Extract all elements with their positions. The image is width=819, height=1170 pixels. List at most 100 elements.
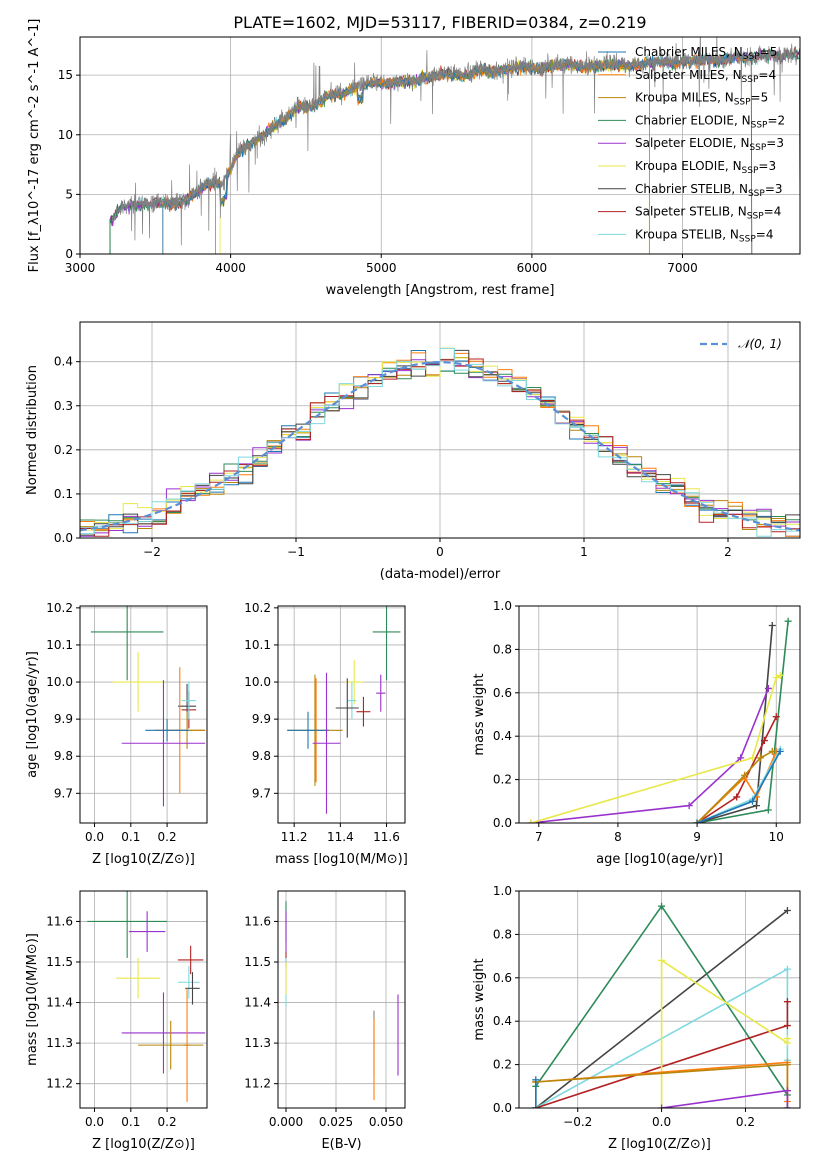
errorbar-point	[90, 606, 164, 681]
weight-series-marker	[693, 819, 701, 823]
weight-series-marker	[764, 806, 772, 814]
legend-model-name: Chabrier STELIB	[635, 182, 731, 196]
plot-weight_vs_age: 7 8 9 10 0.0 0.2 0.4 0.6 0.8 1.0 age [log10(age/yr…	[472, 599, 801, 867]
weight-series-marker	[783, 1035, 791, 1043]
weight-series-marker	[733, 793, 741, 801]
x-tick-label: 7000	[667, 261, 698, 275]
weight-series-line	[696, 625, 774, 823]
plot-area	[532, 902, 791, 1108]
legend-eq: =	[758, 159, 768, 173]
weight-series-marker	[784, 617, 792, 625]
legend-eq: =	[758, 68, 768, 82]
x-tick-label: 11.2	[281, 830, 308, 844]
x-tick-label: −0.2	[563, 1115, 592, 1129]
errorbar-point	[356, 696, 371, 727]
legend-model-name: Chabrier ELODIE	[635, 113, 734, 127]
y-tick-label: 10	[58, 128, 73, 142]
legend-eq: =	[760, 45, 770, 59]
x-tick-label: 0.000	[269, 1115, 303, 1129]
weight-series-marker	[768, 747, 776, 755]
weight-series-line	[530, 674, 781, 823]
weight-series-marker	[752, 802, 760, 810]
plot-area	[90, 606, 206, 807]
y-tick-label: 11.2	[46, 1077, 73, 1091]
y-tick-label: 0.4	[493, 729, 512, 743]
weight-series-marker	[776, 671, 784, 679]
x-tick-label: 2	[724, 545, 732, 559]
weight-series-line	[660, 958, 789, 1108]
y-tick-label: 0.3	[54, 399, 73, 413]
axes-frame	[79, 605, 208, 824]
plot-area	[285, 901, 399, 1100]
y-tick-label: 11.5	[46, 955, 73, 969]
x-tick-label: −2	[143, 545, 161, 559]
x-tick-label: 0	[436, 545, 444, 559]
weight-series-marker	[783, 907, 791, 915]
legend-sep: ,	[734, 113, 742, 127]
y-tick-label: 0.1	[54, 487, 73, 501]
legend-sep: ,	[725, 68, 733, 82]
legend-nssp-sub: SSP	[751, 120, 768, 130]
y-tick-label: 11.2	[244, 1077, 271, 1091]
x-tick-label: 3000	[65, 261, 96, 275]
observed-spectrum-line	[112, 37, 798, 246]
legend-entry: Salpeter ELODIE, NSSP=3	[635, 136, 784, 153]
plot-area	[527, 617, 792, 823]
x-tick-label: 0.2	[158, 1115, 177, 1129]
legend-entry: Kroupa STELIB, NSSP=4	[635, 227, 773, 244]
legend-sep: ,	[717, 91, 725, 105]
legend-nssp-sub: SSP	[742, 166, 759, 176]
y-tick-label: 1.0	[493, 599, 512, 613]
legend-model-name: Salpeter ELODIE	[635, 136, 733, 150]
x-tick-label: 0.0	[652, 1115, 671, 1129]
legend-nssp-prefix: N	[730, 227, 739, 241]
y-tick-label: 15	[58, 68, 73, 82]
y-tick-label: 0.4	[493, 1014, 512, 1028]
y-tick-label: 10.0	[244, 675, 271, 689]
legend-eq: =	[767, 113, 777, 127]
legend-nssp-value: 4	[766, 227, 774, 241]
plot-weight_vs_Z: −0.2 0.0 0.2 0.0 0.2 0.4 0.6 0.8 1.0 Z [log10(Z/Z…	[472, 884, 801, 1152]
x-tick-label: 11.6	[373, 830, 400, 844]
errorbar-point	[121, 680, 206, 807]
weight-series-marker	[749, 797, 757, 805]
weight-series-marker	[532, 1076, 540, 1084]
x-axis-label: E(B-V)	[321, 1137, 361, 1152]
weight-series-marker	[737, 754, 745, 762]
weight-series-line	[530, 688, 770, 823]
grid-lines	[80, 606, 207, 823]
y-axis-label: Normed distribution	[25, 365, 40, 495]
errorbar-point	[181, 682, 197, 720]
weight-series-marker	[749, 754, 757, 762]
normal-reference-curve	[80, 360, 800, 532]
legend-nssp-value: 3	[775, 182, 783, 196]
y-tick-label: 11.5	[244, 955, 271, 969]
legend-nssp-prefix: N	[734, 45, 743, 59]
y-tick-label: 11.6	[244, 914, 271, 928]
legend-model-name: Kroupa MILES	[635, 91, 717, 105]
y-tick-label: 0.2	[54, 443, 73, 457]
weight-series-marker	[772, 674, 780, 682]
legend-nssp-prefix: N	[742, 113, 751, 127]
figure-title: PLATE=1602, MJD=53117, FIBERID=0384, z=0…	[233, 13, 646, 32]
x-tick-label: −1	[287, 545, 305, 559]
weight-series-marker	[768, 622, 776, 630]
y-tick-label: 9.7	[54, 786, 73, 800]
legend-nssp-sub: SSP	[743, 52, 760, 62]
y-axis-label: age [log10(age/yr)]	[25, 651, 40, 778]
grid-lines	[278, 606, 405, 823]
axes-frame	[277, 890, 406, 1109]
legend-model-name: Kroupa STELIB	[635, 227, 722, 241]
legend-nssp-sub: SSP	[739, 234, 756, 244]
weight-series-marker	[658, 902, 666, 910]
errorbar-point	[177, 966, 200, 999]
y-tick-label: 11.6	[46, 914, 73, 928]
plot-age_vs_Z: 0.0 0.1 0.2 9.7 9.8 9.9 10.0 10.1 10.2 Z [log10(Z…	[25, 601, 208, 867]
weight-series-marker	[783, 998, 791, 1006]
residual-histogram	[80, 347, 800, 537]
plot-mass_vs_ebv: 0.000 0.025 0.050 11.2 11.3 11.4 11.5 11.6 E(B-V…	[244, 890, 406, 1152]
x-tick-label: 4000	[215, 261, 246, 275]
weight-series-marker	[741, 771, 749, 779]
y-tick-label: 9.8	[54, 749, 73, 763]
grid-lines	[278, 891, 405, 1108]
